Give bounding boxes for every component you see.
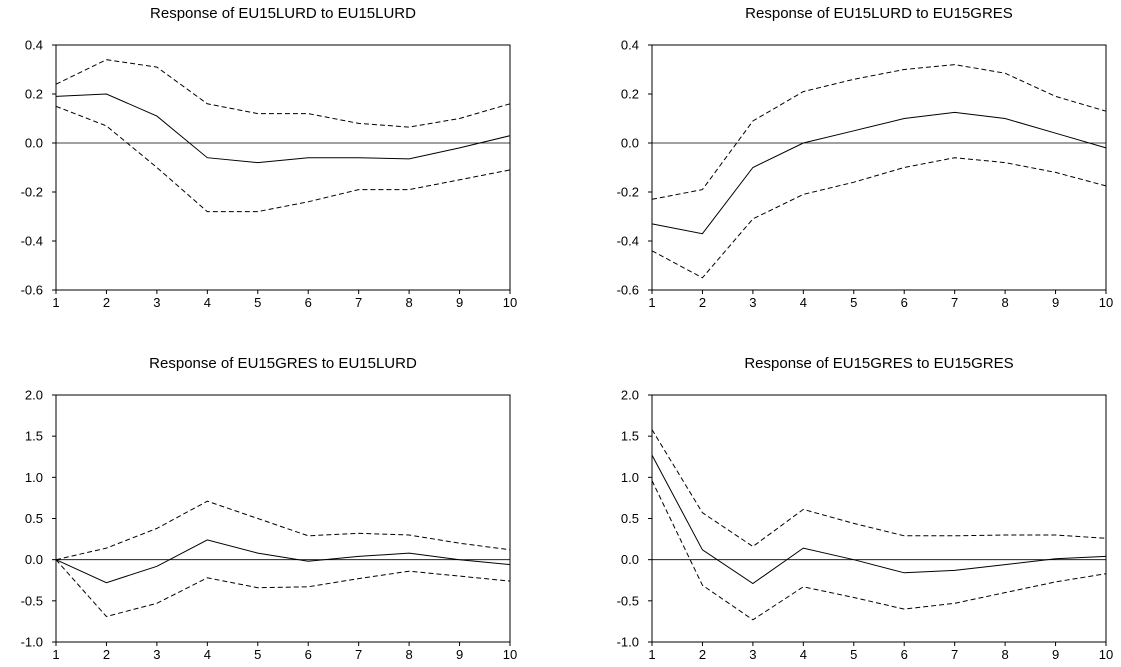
x-tick-label: 7 [355, 295, 362, 310]
x-tick-label: 1 [648, 295, 655, 310]
x-tick-label: 7 [355, 647, 362, 662]
y-tick-label: 1.0 [25, 470, 43, 485]
x-tick-label: 6 [305, 647, 312, 662]
x-tick-label: 10 [503, 647, 517, 662]
x-tick-label: 3 [749, 647, 756, 662]
x-tick-label: 8 [405, 295, 412, 310]
confidence-band-line [55, 105, 511, 213]
x-tick-label: 6 [901, 647, 908, 662]
x-tick-label: 10 [503, 295, 517, 310]
y-tick-label: 0.5 [621, 511, 639, 526]
x-tick-label: 4 [204, 295, 211, 310]
x-tick-label: 2 [699, 295, 706, 310]
x-tick-label: 9 [1052, 295, 1059, 310]
y-tick-label: 0.4 [621, 38, 639, 53]
chart-title: Response of EU15LURD to EU15GRES [745, 5, 1013, 22]
confidence-band-line [55, 500, 511, 561]
x-tick-label: 10 [1099, 295, 1113, 310]
y-tick-label: 0.0 [621, 136, 639, 151]
x-tick-label: 5 [850, 295, 857, 310]
y-tick-label: -0.2 [617, 185, 639, 200]
y-tick-label: 0.0 [25, 552, 43, 567]
response-line [55, 539, 511, 584]
y-tick-label: 1.5 [25, 429, 43, 444]
x-tick-label: 2 [103, 647, 110, 662]
y-tick-label: 1.0 [621, 470, 639, 485]
y-tick-label: 1.5 [621, 429, 639, 444]
x-tick-label: 6 [305, 295, 312, 310]
y-tick-label: -0.6 [617, 283, 639, 298]
x-tick-label: 5 [254, 295, 261, 310]
chart-title: Response of EU15LURD to EU15LURD [150, 5, 416, 22]
confidence-band-line [651, 429, 1107, 548]
x-tick-label: 9 [456, 647, 463, 662]
x-tick-label: 5 [850, 647, 857, 662]
y-tick-label: -0.5 [617, 593, 639, 608]
x-tick-label: 2 [699, 647, 706, 662]
x-tick-label: 3 [153, 647, 160, 662]
confidence-band-line [55, 59, 511, 128]
response-line [651, 454, 1107, 585]
y-tick-label: 2.0 [25, 388, 43, 403]
x-tick-label: 6 [901, 295, 908, 310]
x-tick-label: 7 [951, 647, 958, 662]
x-tick-label: 9 [1052, 647, 1059, 662]
chart-title: Response of EU15GRES to EU15LURD [149, 355, 417, 372]
x-tick-label: 3 [153, 295, 160, 310]
plot-frame [651, 44, 1107, 291]
x-tick-label: 7 [951, 295, 958, 310]
x-tick-label: 2 [103, 295, 110, 310]
y-tick-label: 0.5 [25, 511, 43, 526]
y-tick-label: 0.0 [621, 552, 639, 567]
x-tick-label: 8 [405, 647, 412, 662]
plot-frame [651, 394, 1107, 643]
y-tick-label: -0.6 [21, 283, 43, 298]
chart-title: Response of EU15GRES to EU15GRES [744, 355, 1014, 372]
x-tick-label: 8 [1001, 295, 1008, 310]
y-tick-label: 0.2 [25, 87, 43, 102]
response-line [651, 111, 1107, 235]
x-tick-label: 4 [800, 647, 807, 662]
y-tick-label: -1.0 [21, 635, 43, 650]
x-tick-label: 9 [456, 295, 463, 310]
response-line [55, 93, 511, 164]
y-tick-label: 0.0 [25, 136, 43, 151]
y-tick-label: 0.2 [621, 87, 639, 102]
x-tick-label: 1 [648, 647, 655, 662]
x-tick-label: 1 [52, 647, 59, 662]
confidence-band-line [651, 64, 1107, 200]
y-tick-label: -0.2 [21, 185, 43, 200]
x-tick-label: 5 [254, 647, 261, 662]
y-tick-label: -0.4 [617, 234, 639, 249]
y-tick-label: -1.0 [617, 635, 639, 650]
x-tick-label: 4 [204, 647, 211, 662]
y-tick-label: -0.4 [21, 234, 43, 249]
x-tick-label: 1 [52, 295, 59, 310]
x-tick-label: 10 [1099, 647, 1113, 662]
x-tick-label: 4 [800, 295, 807, 310]
x-tick-label: 8 [1001, 647, 1008, 662]
y-tick-label: -0.5 [21, 593, 43, 608]
plot-frame [55, 44, 511, 291]
y-tick-label: 0.4 [25, 38, 43, 53]
confidence-band-line [651, 480, 1107, 621]
x-tick-label: 3 [749, 295, 756, 310]
y-tick-label: 2.0 [621, 388, 639, 403]
